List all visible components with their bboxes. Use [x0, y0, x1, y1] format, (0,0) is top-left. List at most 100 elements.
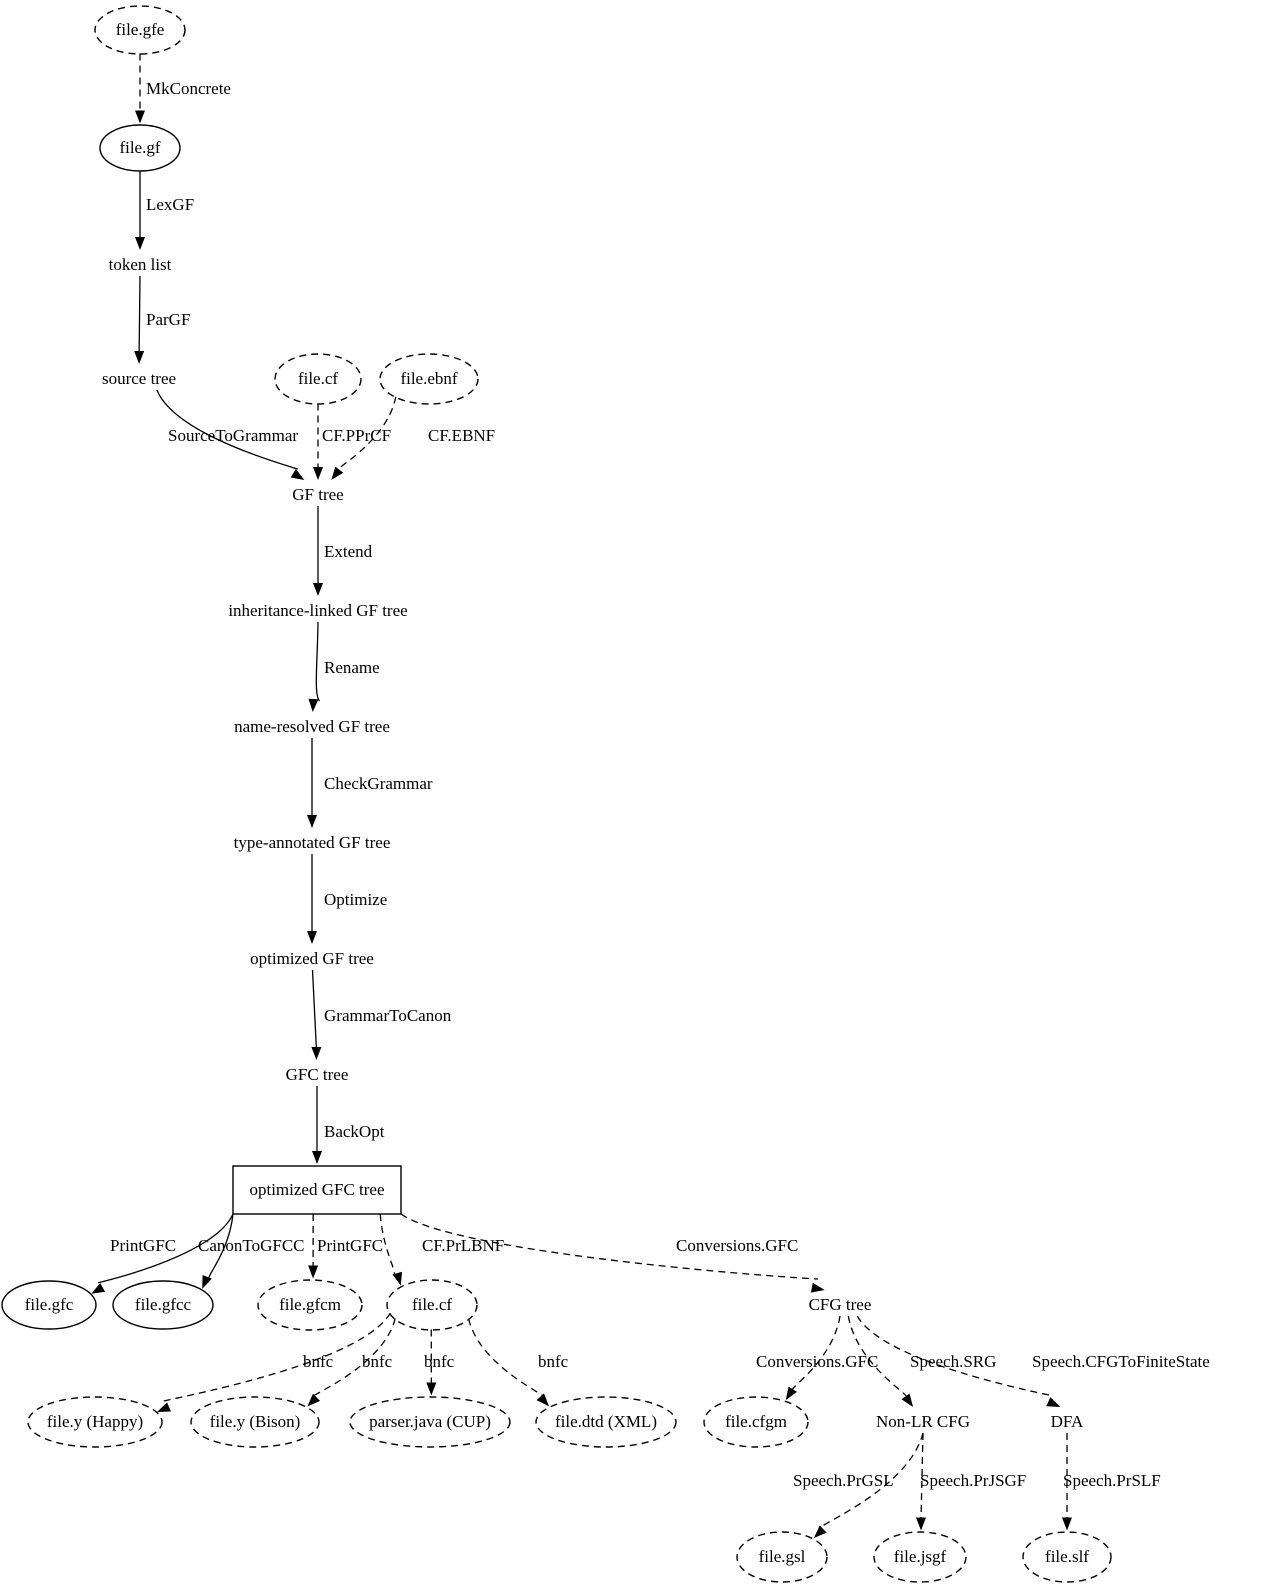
edge-cfg-tree-to-file-cfgm [785, 1315, 841, 1401]
node-file-jsgf[interactable]: file.jsgf [873, 1531, 967, 1583]
node-file-slf[interactable]: file.slf [1022, 1531, 1112, 1583]
edge-label-mkconcrete: MkConcrete [146, 79, 231, 98]
node-file-ebnf[interactable]: file.ebnf [379, 353, 479, 405]
edge-line [856, 1315, 1054, 1397]
node-file-cf-mid[interactable]: file.cf [386, 1279, 478, 1331]
node-ellipse [1022, 1531, 1112, 1583]
node-label: inheritance-linked GF tree [228, 601, 407, 620]
node-file-y-bison[interactable]: file.y (Bison) [190, 1396, 320, 1448]
arrowhead-icon [157, 1402, 171, 1412]
node-type-gf-tree[interactable]: type-annotated GF tree [234, 833, 391, 852]
arrowhead-icon [901, 1393, 914, 1407]
arrowhead-icon [135, 237, 145, 250]
node-label: file.dtd (XML) [555, 1412, 657, 1431]
node-file-gfc[interactable]: file.gfc [1, 1280, 97, 1330]
edge-line [379, 1213, 396, 1276]
arrowhead-icon [313, 467, 323, 480]
node-label: token list [109, 255, 172, 274]
edge-label-conversions-gfc: Conversions.GFC [676, 1236, 798, 1255]
edge-line [97, 1213, 234, 1284]
node-file-gsl[interactable]: file.gsl [736, 1531, 828, 1583]
edge-label-speech-prgsl: Speech.PrGSL [793, 1471, 894, 1490]
edge-label-lexgf: LexGF [146, 195, 194, 214]
node-inh-gf-tree[interactable]: inheritance-linked GF tree [228, 601, 407, 620]
edge-gfc-tree-to-opt-gfc-tree [312, 1086, 322, 1164]
node-non-lr-cfg[interactable]: Non-LR CFG [876, 1412, 970, 1431]
edge-label-bnfc: bnfc [424, 1352, 455, 1371]
arrowhead-icon [1062, 1517, 1072, 1531]
node-cfg-tree[interactable]: CFG tree [809, 1295, 872, 1314]
node-ellipse [99, 124, 181, 172]
edge-label-speech-prjsgf: Speech.PrJSGF [920, 1471, 1026, 1490]
edge-label-bnfc: bnfc [303, 1352, 334, 1371]
node-ellipse [1, 1280, 97, 1330]
node-label: file.cf [412, 1295, 452, 1314]
node-dfa[interactable]: DFA [1051, 1412, 1084, 1431]
edge-label-canontogfcc: CanonToGFCC [198, 1236, 305, 1255]
edge-dfa-to-file-slf [1062, 1433, 1072, 1531]
edge-line [313, 1318, 396, 1397]
arrowhead-icon [307, 931, 317, 944]
node-opt-gfc-tree[interactable]: optimized GFC tree [232, 1165, 402, 1215]
node-label: file.gf [119, 138, 160, 157]
node-file-gfcc[interactable]: file.gfcc [112, 1280, 214, 1330]
node-label: file.gfc [25, 1295, 74, 1314]
node-ellipse [379, 353, 479, 405]
edge-opt-gfc-tree-to-file-gfc [91, 1213, 234, 1294]
node-file-gfcm[interactable]: file.gfcm [257, 1279, 363, 1331]
node-label: type-annotated GF tree [234, 833, 391, 852]
node-box [232, 1165, 402, 1215]
node-ellipse [274, 353, 362, 405]
node-label: parser.java (CUP) [369, 1412, 491, 1431]
node-file-cfgm[interactable]: file.cfgm [703, 1396, 809, 1448]
node-ellipse [736, 1531, 828, 1583]
node-label: GFC tree [286, 1065, 349, 1084]
edge-file-gf-to-token-list [135, 170, 145, 250]
arrowhead-icon [307, 815, 317, 828]
arrowhead-icon [134, 351, 145, 364]
arrowhead-icon [308, 698, 319, 712]
edge-cfg-tree-to-non-lr-cfg [847, 1315, 914, 1407]
node-label: file.y (Happy) [47, 1412, 143, 1431]
node-name-gf-tree[interactable]: name-resolved GF tree [234, 717, 390, 736]
edge-file-cf-top-to-gf-tree [313, 403, 323, 480]
node-label: optimized GF tree [250, 949, 374, 968]
edge-file-cf-mid-to-file-y-happy [157, 1312, 391, 1412]
edge-line [163, 1312, 391, 1402]
node-opt-gf-tree[interactable]: optimized GF tree [250, 949, 374, 968]
node-file-dtd[interactable]: file.dtd (XML) [535, 1396, 677, 1448]
node-file-gfe[interactable]: file.gfe [94, 5, 186, 55]
edge-line [820, 1432, 924, 1528]
node-gf-tree[interactable]: GF tree [292, 485, 343, 504]
node-label: name-resolved GF tree [234, 717, 390, 736]
edge-line [337, 396, 397, 470]
edge-type-gf-tree-to-opt-gf-tree [307, 854, 317, 944]
arrowhead-icon [290, 468, 305, 480]
edge-label-speech-prslf: Speech.PrSLF [1063, 1471, 1161, 1490]
node-gfc-tree[interactable]: GFC tree [286, 1065, 349, 1084]
edge-line [156, 389, 298, 470]
node-label: optimized GFC tree [249, 1180, 384, 1199]
arrowhead-icon [536, 1393, 550, 1407]
arrowhead-icon [135, 110, 145, 124]
node-label: file.gfe [116, 20, 165, 39]
edge-label-grammartocanon: GrammarToCanon [324, 1006, 452, 1025]
node-token-list[interactable]: token list [109, 255, 172, 274]
edge-line [311, 969, 318, 1050]
edge-file-ebnf-to-gf-tree [331, 396, 397, 480]
edge-non-lr-cfg-to-file-gsl [813, 1432, 924, 1539]
node-parser-java[interactable]: parser.java (CUP) [349, 1396, 511, 1448]
node-source-tree[interactable]: source tree [102, 369, 176, 388]
node-file-y-happy[interactable]: file.y (Happy) [27, 1396, 163, 1448]
node-file-cf-top[interactable]: file.cf [274, 353, 362, 405]
node-label: file.y (Bison) [210, 1412, 301, 1431]
edge-opt-gfc-tree-to-file-gfcm [308, 1213, 319, 1279]
edge-inh-gf-tree-to-name-gf-tree [308, 621, 321, 712]
node-file-gf[interactable]: file.gf [99, 124, 181, 172]
edge-line [920, 1432, 924, 1520]
edge-source-tree-to-gf-tree [156, 389, 305, 480]
node-label: file.cfgm [725, 1412, 787, 1431]
node-ellipse [27, 1396, 163, 1448]
node-ellipse [190, 1396, 320, 1448]
